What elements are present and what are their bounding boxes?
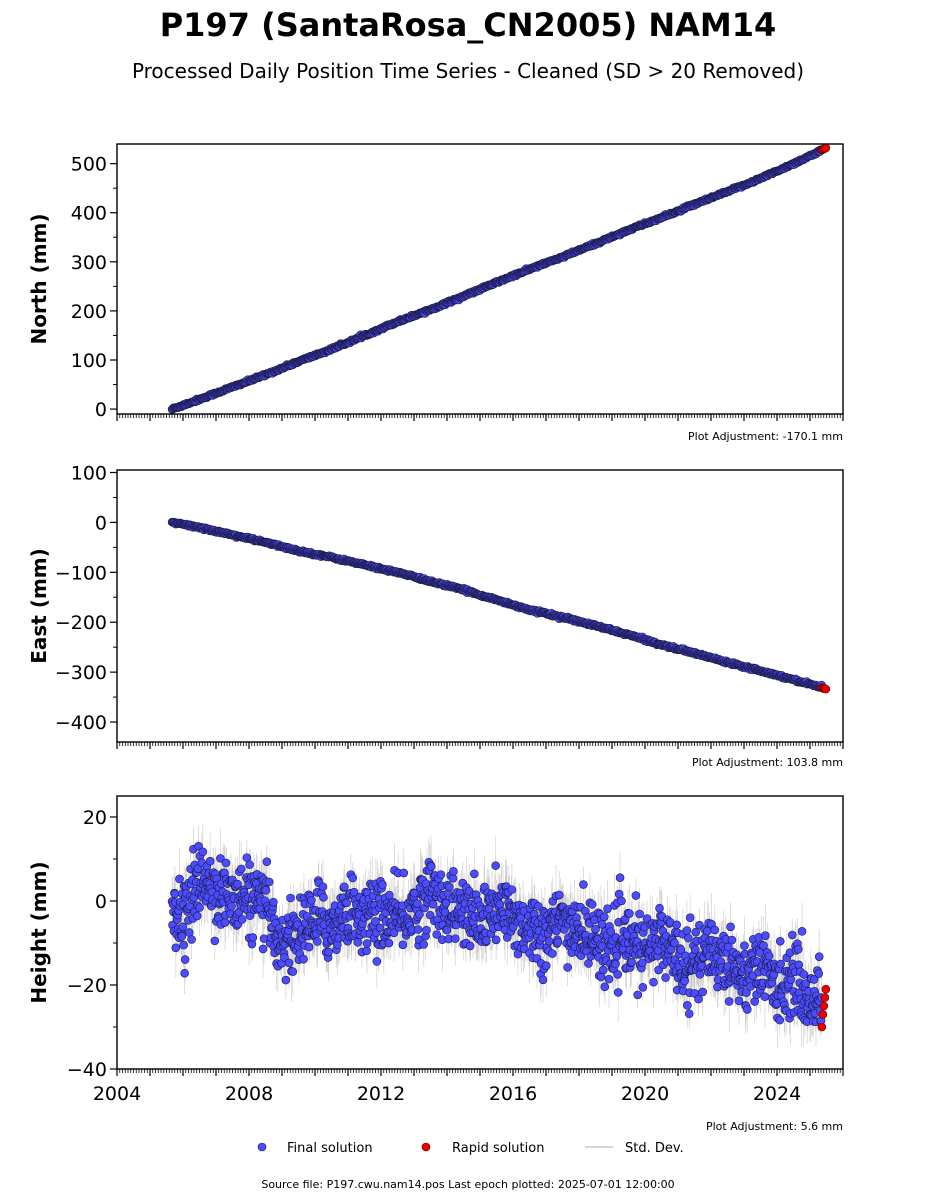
east-ytick-label: −300 — [55, 662, 107, 684]
north-ylabel: North (mm) — [27, 213, 51, 344]
north-ytick-label: 500 — [71, 154, 107, 176]
east-plot-adjustment: Plot Adjustment: 103.8 mm — [692, 756, 843, 769]
east-ytick-label: −400 — [55, 712, 107, 734]
east-ytick-label: 100 — [71, 462, 107, 484]
north-ytick-label: 400 — [71, 203, 107, 225]
east-final-points — [167, 517, 826, 692]
east-ytick-label: −100 — [55, 562, 107, 584]
east-ylabel: East (mm) — [27, 548, 51, 664]
north-ytick-label: 300 — [71, 252, 107, 274]
north-ytick-label: 0 — [95, 399, 107, 421]
north-rapid-point — [821, 144, 831, 153]
north-ytick-label: 200 — [71, 301, 107, 323]
north-plot-area — [167, 144, 831, 414]
north-final-points — [167, 145, 826, 414]
chart-subtitle: Processed Daily Position Time Series - C… — [132, 59, 804, 83]
east-ytick-label: 0 — [95, 512, 107, 534]
height-plot-area — [167, 823, 831, 1049]
east-axes-frame — [116, 469, 844, 743]
east-panel: −400 −300 −200 −100 0 100 East (mm) Plot Adjust… — [27, 462, 844, 769]
east-ytick-label: −200 — [55, 612, 107, 634]
chart-title: P197 (SantaRosa_CN2005) NAM14 — [160, 6, 777, 44]
north-rapid-points — [817, 144, 831, 155]
north-ytick-label: 100 — [71, 350, 107, 372]
north-panel: 0 100 200 300 400 500 North (mm) Plot Adjustmen… — [27, 143, 844, 443]
east-rapid-points — [817, 683, 831, 694]
east-plot-area — [167, 517, 831, 694]
north-plot-adjustment: Plot Adjustment: -170.1 mm — [688, 430, 843, 443]
east-rapid-point — [821, 684, 831, 694]
